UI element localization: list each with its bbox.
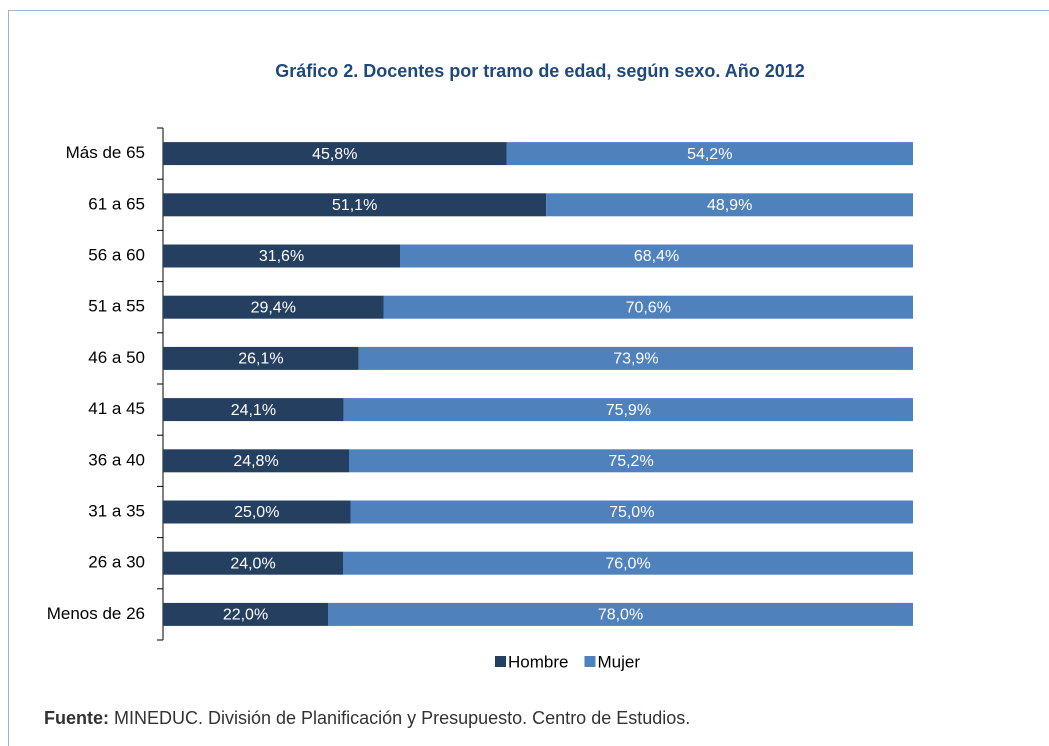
- bar: [506, 142, 913, 166]
- y-tick-label: 26 a 30: [88, 553, 145, 572]
- legend-label: Mujer: [597, 652, 640, 671]
- source-label: Fuente:: [44, 708, 109, 728]
- y-tick-label: 46 a 50: [88, 348, 145, 367]
- bar: [163, 244, 400, 268]
- y-tick-label: 61 a 65: [88, 194, 145, 213]
- y-tick-label: 41 a 45: [88, 399, 145, 418]
- data-label: 29,4%: [251, 299, 296, 316]
- data-label: 75,0%: [609, 504, 654, 521]
- bar: [358, 346, 913, 370]
- data-label: 48,9%: [707, 197, 752, 214]
- legend-label: Hombre: [508, 652, 568, 671]
- source-text: MINEDUC. División de Planificación y Pre…: [114, 708, 690, 728]
- bar: [546, 193, 913, 217]
- bar: [163, 346, 359, 370]
- bar: [163, 398, 344, 422]
- chart-title: Gráfico 2. Docentes por tramo de edad, s…: [275, 61, 805, 81]
- bar: [163, 551, 343, 575]
- bar: [163, 500, 351, 524]
- data-label: 24,1%: [231, 402, 276, 419]
- legend-swatch: [495, 656, 506, 667]
- bar: [383, 295, 913, 319]
- legend-swatch: [584, 656, 596, 667]
- bar: [343, 398, 913, 422]
- bar: [163, 193, 547, 217]
- data-label: 70,6%: [626, 299, 671, 316]
- bar: [328, 602, 913, 626]
- source: Fuente: MINEDUC. División de Planificació…: [44, 708, 690, 728]
- bar: [343, 551, 913, 575]
- data-label: 75,2%: [608, 453, 653, 470]
- data-label: 76,0%: [605, 555, 650, 572]
- bar: [163, 449, 349, 473]
- data-label: 24,8%: [233, 453, 278, 470]
- y-tick-label: 36 a 40: [88, 450, 145, 469]
- data-label: 75,9%: [606, 402, 651, 419]
- bar: [163, 295, 384, 319]
- data-label: 68,4%: [634, 248, 679, 265]
- bar: [400, 244, 913, 268]
- data-label: 51,1%: [332, 197, 377, 214]
- y-tick-label: 56 a 60: [88, 245, 145, 264]
- frame: [8, 10, 1049, 746]
- bar: [163, 142, 507, 166]
- bar: [350, 500, 913, 524]
- data-label: 73,9%: [613, 351, 658, 368]
- data-label: 78,0%: [598, 607, 643, 624]
- y-tick-label: 51 a 55: [88, 297, 145, 316]
- data-label: 22,0%: [223, 607, 268, 624]
- data-label: 45,8%: [312, 146, 357, 163]
- data-label: 25,0%: [234, 504, 279, 521]
- data-label: 24,0%: [230, 555, 275, 572]
- y-tick-label: 31 a 35: [88, 501, 145, 520]
- bar: [349, 449, 913, 473]
- data-label: 31,6%: [259, 248, 304, 265]
- data-label: 54,2%: [687, 146, 732, 163]
- y-tick-label: Más de 65: [66, 143, 145, 162]
- bar: [163, 602, 328, 626]
- data-label: 26,1%: [238, 351, 283, 368]
- y-tick-label: Menos de 26: [47, 604, 145, 623]
